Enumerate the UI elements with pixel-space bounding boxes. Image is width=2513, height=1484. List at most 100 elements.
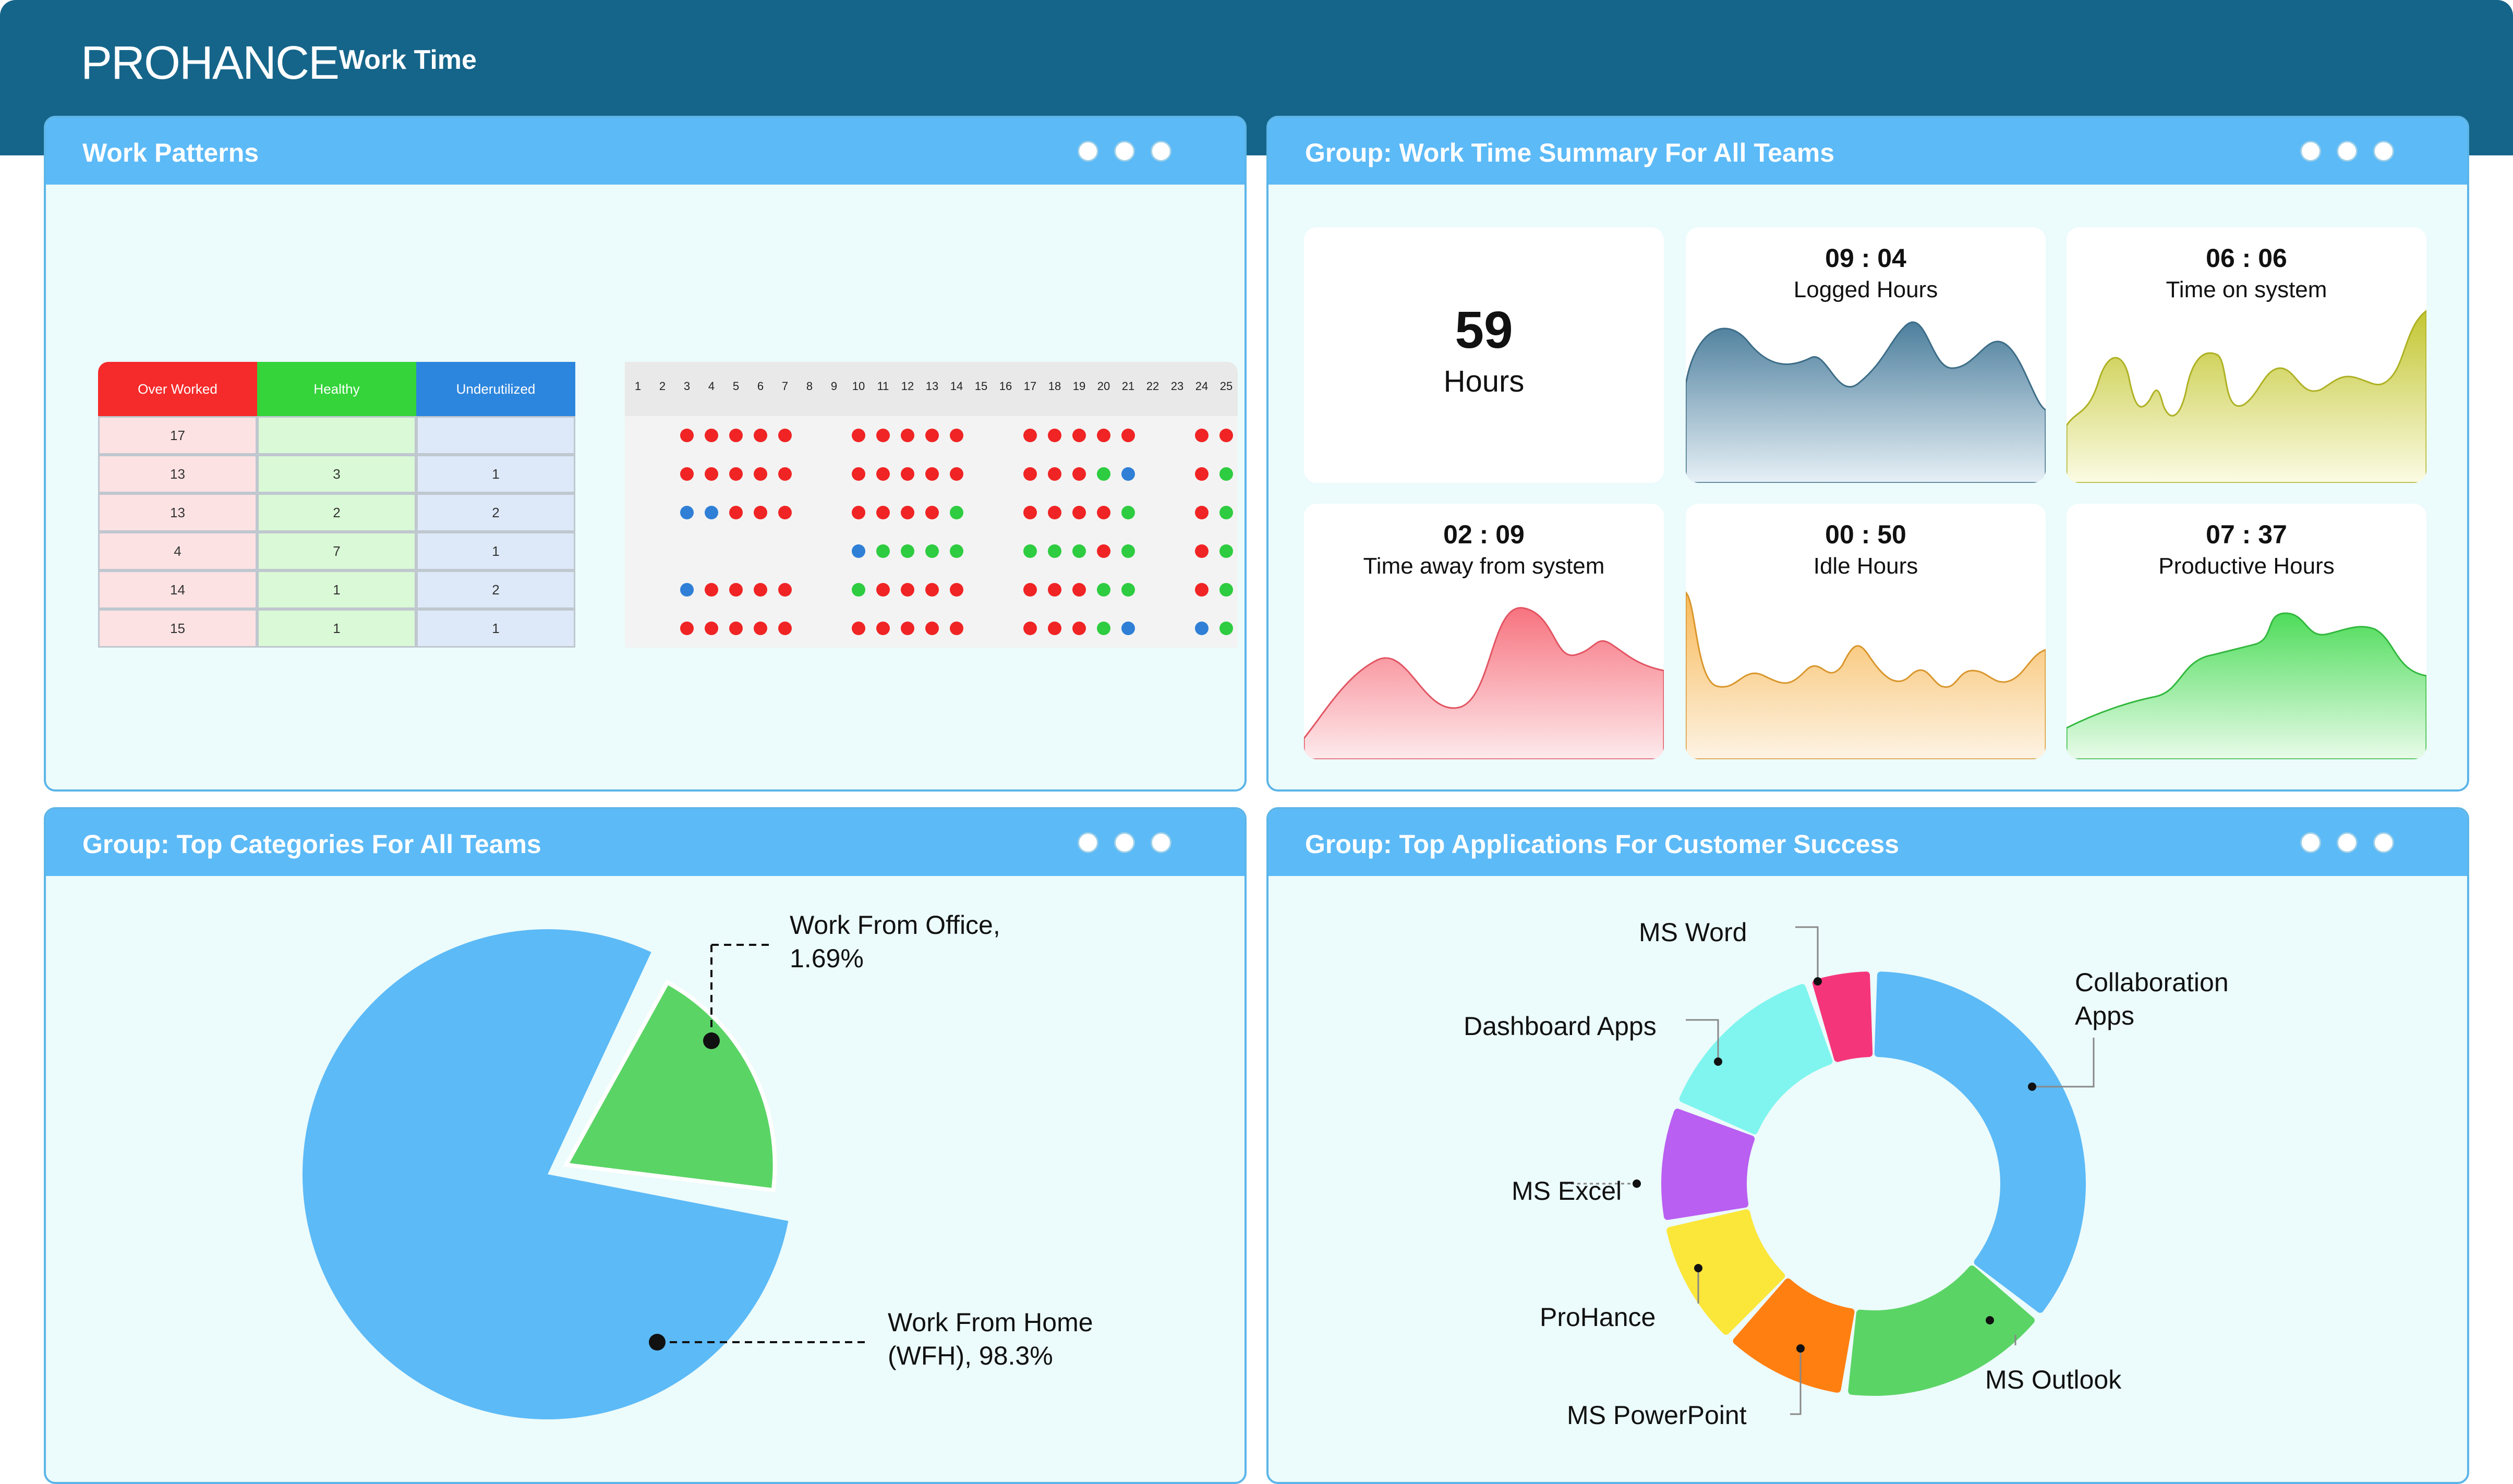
day-status-dot[interactable] xyxy=(852,583,865,597)
window-controls[interactable] xyxy=(1078,832,1171,853)
day-status-dot[interactable] xyxy=(705,429,718,442)
day-status-dot[interactable] xyxy=(876,506,890,519)
window-controls[interactable] xyxy=(2300,832,2394,853)
day-status-dot[interactable] xyxy=(925,622,939,635)
window-dot-icon[interactable] xyxy=(2373,141,2394,162)
day-status-dot[interactable] xyxy=(852,467,865,481)
window-controls[interactable] xyxy=(1078,141,1171,162)
day-status-dot[interactable] xyxy=(925,583,939,597)
window-dot-icon[interactable] xyxy=(2337,832,2358,853)
donut-segment[interactable] xyxy=(1812,971,1873,1062)
day-status-dot[interactable] xyxy=(925,467,939,481)
day-status-dot[interactable] xyxy=(778,467,792,481)
donut-segment[interactable] xyxy=(1733,1278,1855,1393)
day-status-dot[interactable] xyxy=(1195,429,1209,442)
day-status-dot[interactable] xyxy=(754,622,767,635)
day-status-dot[interactable] xyxy=(754,583,767,597)
day-status-dot[interactable] xyxy=(1072,544,1086,558)
day-status-dot[interactable] xyxy=(925,506,939,519)
day-status-dot[interactable] xyxy=(852,544,865,558)
day-status-dot[interactable] xyxy=(729,583,743,597)
day-status-dot[interactable] xyxy=(901,544,914,558)
day-status-dot[interactable] xyxy=(1023,544,1037,558)
donut-segment[interactable] xyxy=(1661,1109,1755,1220)
day-status-dot[interactable] xyxy=(852,506,865,519)
day-status-dot[interactable] xyxy=(950,583,963,597)
day-status-dot[interactable] xyxy=(754,429,767,442)
day-status-dot[interactable] xyxy=(1023,429,1037,442)
window-dot-icon[interactable] xyxy=(2300,141,2321,162)
day-status-dot[interactable] xyxy=(1195,622,1209,635)
day-status-dot[interactable] xyxy=(778,622,792,635)
day-status-dot[interactable] xyxy=(1219,467,1233,481)
day-status-dot[interactable] xyxy=(1121,467,1135,481)
day-status-dot[interactable] xyxy=(1097,429,1110,442)
window-dot-icon[interactable] xyxy=(2373,832,2394,853)
donut-segment[interactable] xyxy=(1679,984,1833,1135)
day-status-dot[interactable] xyxy=(901,506,914,519)
day-status-dot[interactable] xyxy=(705,506,718,519)
day-status-dot[interactable] xyxy=(754,506,767,519)
day-status-dot[interactable] xyxy=(1121,583,1135,597)
window-controls[interactable] xyxy=(2300,141,2394,162)
day-status-dot[interactable] xyxy=(1195,506,1209,519)
day-status-dot[interactable] xyxy=(1072,467,1086,481)
column-underutilized[interactable]: Underutilized xyxy=(416,362,575,416)
day-status-dot[interactable] xyxy=(1048,467,1061,481)
window-dot-icon[interactable] xyxy=(1151,141,1171,162)
day-status-dot[interactable] xyxy=(1072,583,1086,597)
day-status-dot[interactable] xyxy=(1219,506,1233,519)
day-status-dot[interactable] xyxy=(1195,583,1209,597)
day-status-dot[interactable] xyxy=(680,429,694,442)
day-status-dot[interactable] xyxy=(680,583,694,597)
day-status-dot[interactable] xyxy=(680,467,694,481)
day-status-dot[interactable] xyxy=(925,429,939,442)
day-status-dot[interactable] xyxy=(901,429,914,442)
day-status-dot[interactable] xyxy=(901,622,914,635)
day-status-dot[interactable] xyxy=(1072,622,1086,635)
window-dot-icon[interactable] xyxy=(1114,832,1135,853)
day-status-dot[interactable] xyxy=(1195,544,1209,558)
day-status-dot[interactable] xyxy=(1121,429,1135,442)
day-status-dot[interactable] xyxy=(876,467,890,481)
day-status-dot[interactable] xyxy=(705,622,718,635)
day-status-dot[interactable] xyxy=(754,467,767,481)
day-status-dot[interactable] xyxy=(1195,467,1209,481)
day-status-dot[interactable] xyxy=(1072,506,1086,519)
day-status-dot[interactable] xyxy=(680,622,694,635)
day-status-dot[interactable] xyxy=(705,467,718,481)
day-status-dot[interactable] xyxy=(876,429,890,442)
day-status-dot[interactable] xyxy=(1097,506,1110,519)
donut-segment[interactable] xyxy=(1874,971,2086,1313)
day-status-dot[interactable] xyxy=(950,467,963,481)
day-status-dot[interactable] xyxy=(729,429,743,442)
day-status-dot[interactable] xyxy=(778,429,792,442)
day-status-dot[interactable] xyxy=(1048,429,1061,442)
day-status-dot[interactable] xyxy=(876,622,890,635)
day-status-dot[interactable] xyxy=(1219,622,1233,635)
day-status-dot[interactable] xyxy=(1219,583,1233,597)
day-status-dot[interactable] xyxy=(729,467,743,481)
day-status-dot[interactable] xyxy=(1023,583,1037,597)
day-status-dot[interactable] xyxy=(1023,506,1037,519)
day-status-dot[interactable] xyxy=(1072,429,1086,442)
day-status-dot[interactable] xyxy=(852,429,865,442)
day-status-dot[interactable] xyxy=(1048,622,1061,635)
column-over-worked[interactable]: Over Worked xyxy=(98,362,257,416)
day-status-dot[interactable] xyxy=(778,506,792,519)
day-status-dot[interactable] xyxy=(680,506,694,519)
donut-segment[interactable] xyxy=(1848,1266,2035,1396)
donut-segment[interactable] xyxy=(1666,1209,1785,1335)
day-status-dot[interactable] xyxy=(1097,622,1110,635)
day-status-dot[interactable] xyxy=(852,622,865,635)
day-status-dot[interactable] xyxy=(1097,467,1110,481)
day-status-dot[interactable] xyxy=(1097,544,1110,558)
day-status-dot[interactable] xyxy=(1048,544,1061,558)
window-dot-icon[interactable] xyxy=(1078,141,1098,162)
day-status-dot[interactable] xyxy=(1048,506,1061,519)
day-status-dot[interactable] xyxy=(1219,544,1233,558)
day-status-dot[interactable] xyxy=(1121,544,1135,558)
day-status-dot[interactable] xyxy=(950,429,963,442)
day-status-dot[interactable] xyxy=(950,506,963,519)
pie-slice-wfo[interactable] xyxy=(563,979,777,1193)
